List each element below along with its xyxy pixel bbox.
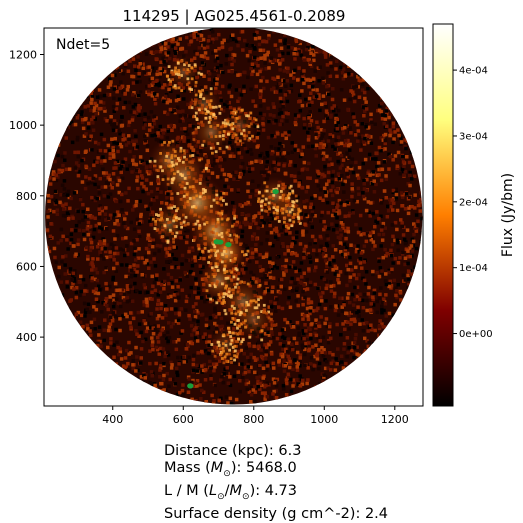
x-tick-label: 400 (102, 413, 123, 426)
x-tick-label: 1000 (310, 413, 338, 426)
source-info: Distance (kpc): 6.3 Mass (M⊙): 5468.0 L … (164, 443, 388, 523)
sd-value: 2.4 (365, 506, 388, 522)
x-tick-label: 600 (173, 413, 194, 426)
sd-label: Surface density (g cm^-2): (164, 506, 365, 522)
colorbar-scale (433, 24, 453, 406)
lm-line: L / M (L⊙/M⊙): 4.73 (164, 483, 388, 506)
distance-label: Distance (kpc): (164, 443, 278, 459)
ndet-annotation: Ndet=5 (56, 37, 110, 53)
colorbar: 0e+00 1e-04 2e-04 3e-04 4e-04 Flux (Jy/bm) (433, 24, 516, 406)
distance-line: Distance (kpc): 6.3 (164, 443, 388, 460)
lm-sub1: ⊙ (217, 492, 225, 502)
y-tick-label: 400 (16, 331, 37, 344)
mass-unit: M (211, 460, 224, 476)
mass-unit-sub: ⊙ (223, 469, 231, 479)
y-tick-label: 1000 (9, 119, 37, 132)
plot-area: 400 600 800 1000 1200 400 600 800 1000 1200 (9, 27, 426, 426)
y-tick-label: 1200 (9, 48, 37, 61)
mass-label: Mass ( (164, 460, 211, 476)
lm-close: ): (250, 483, 265, 499)
detection-marker (217, 239, 223, 244)
detection-marker (272, 189, 278, 194)
chart-title: 114295 | AG025.4561-0.2089 (123, 7, 346, 25)
mass-close: ): (231, 460, 246, 476)
x-tick-label: 1200 (381, 413, 409, 426)
mass-value: 5468.0 (246, 460, 297, 476)
x-tick-label: 800 (243, 413, 264, 426)
detection-marker (187, 383, 193, 388)
lm-label: L / M ( (164, 483, 209, 499)
colorbar-ticks: 0e+00 1e-04 2e-04 3e-04 4e-04 (453, 66, 493, 340)
lm-l: L (209, 483, 217, 499)
x-axis: 400 600 800 1000 1200 (102, 406, 409, 426)
distance-value: 6.3 (278, 443, 301, 459)
y-tick-label: 600 (16, 260, 37, 273)
y-axis: 400 600 800 1000 1200 (9, 48, 44, 344)
lm-value: 4.73 (265, 483, 297, 499)
colorbar-label: Flux (Jy/bm) (500, 173, 516, 257)
surface-density-line: Surface density (g cm^-2): 2.4 (164, 506, 388, 523)
colorbar-tick-label: 1e-04 (459, 263, 488, 274)
colorbar-tick-label: 4e-04 (459, 66, 488, 77)
mass-line: Mass (M⊙): 5468.0 (164, 460, 388, 483)
lm-sub2: ⊙ (242, 492, 250, 502)
colorbar-tick-label: 0e+00 (459, 329, 493, 340)
colorbar-tick-label: 2e-04 (459, 197, 488, 208)
lm-m: M (230, 483, 243, 499)
y-tick-label: 800 (16, 190, 37, 203)
detection-marker (225, 242, 231, 247)
colorbar-tick-label: 3e-04 (459, 131, 488, 142)
